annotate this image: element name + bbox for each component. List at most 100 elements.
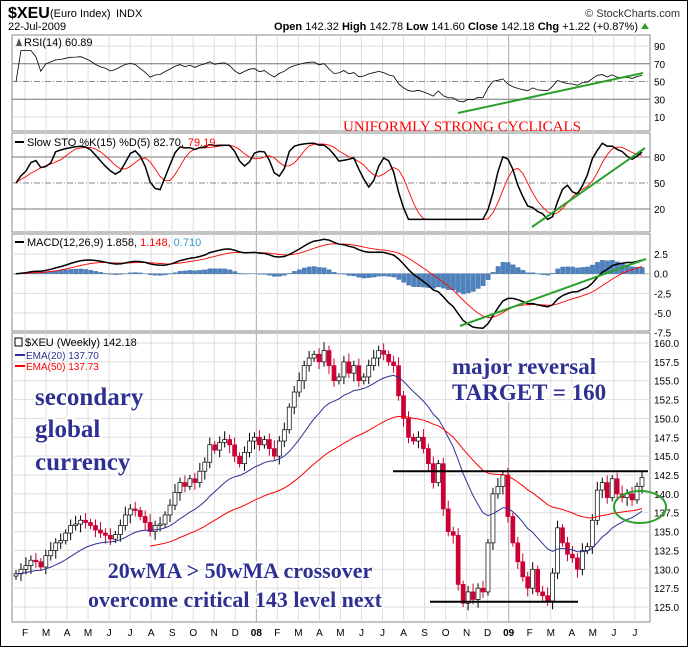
- macd-histogram-bar: [505, 262, 511, 274]
- macd-histogram-bar: [396, 273, 402, 280]
- macd-histogram-bar: [451, 273, 456, 291]
- y-tick-label: 2.5: [654, 250, 668, 261]
- price-legend: $XEU (Weekly) 142.18: [25, 337, 137, 349]
- macd-histogram-bar: [197, 270, 203, 274]
- candle: [242, 452, 247, 465]
- candle: [68, 525, 74, 534]
- candle: [142, 516, 148, 523]
- macd-histogram-bar: [565, 266, 571, 274]
- candle: [346, 361, 352, 374]
- y-tick-label: 157.5: [654, 358, 679, 369]
- candle: [381, 350, 387, 355]
- candle: [108, 534, 113, 540]
- macd-histogram-bar: [356, 273, 362, 278]
- candle: [550, 572, 555, 602]
- candle: [376, 350, 382, 359]
- y-tick-label: 152.5: [654, 396, 679, 407]
- macd-histogram-bar: [639, 267, 645, 274]
- macd-histogram-bar: [431, 273, 436, 289]
- candle: [103, 532, 108, 536]
- candle: [217, 442, 223, 451]
- x-tick-label: M: [84, 628, 92, 639]
- macd-histogram-bar: [133, 272, 138, 274]
- up-arrow-icon: [641, 23, 649, 29]
- macd-histogram-bar: [381, 273, 387, 277]
- ema50-line: [150, 415, 643, 547]
- candle: [222, 439, 228, 443]
- macd-histogram-bar: [351, 273, 357, 277]
- x-tick-label: A: [64, 628, 71, 639]
- candle: [88, 522, 93, 526]
- candle: [192, 478, 198, 483]
- macd-histogram-bar: [98, 272, 104, 274]
- macd-histogram-bar: [182, 270, 188, 274]
- candle: [490, 493, 496, 544]
- macd-histogram-bar: [187, 270, 193, 274]
- macd-histogram-bar: [634, 267, 640, 274]
- macd-histogram-bar: [202, 269, 208, 274]
- candle: [371, 357, 377, 366]
- candle: [257, 436, 262, 446]
- candle: [93, 525, 98, 531]
- candle: [634, 485, 640, 501]
- macd-histogram-bar: [306, 266, 312, 274]
- annotation-text: secondary: [35, 384, 144, 411]
- macd-histogram-bar: [302, 267, 307, 274]
- candle: [386, 353, 391, 363]
- y-tick-label: 50: [654, 179, 666, 190]
- candle: [480, 587, 486, 593]
- macd-histogram-bar: [232, 271, 238, 274]
- y-tick-label: 147.5: [654, 433, 679, 444]
- x-tick-label: J: [359, 628, 364, 639]
- x-tick-label: 08: [251, 628, 263, 639]
- candle: [416, 436, 421, 442]
- ema20-legend: EMA(20) 137.70: [26, 351, 99, 362]
- macd-histogram-bar: [495, 266, 501, 274]
- macd-histogram-bar: [510, 264, 516, 274]
- macd-histogram-bar: [500, 261, 506, 274]
- cyclicals-annotation: UNIFORMLY STRONG CYCLICALS: [343, 119, 581, 135]
- macd-histogram-bar: [575, 267, 580, 274]
- x-tick-label: M: [547, 628, 555, 639]
- rsi-legend: RSI(14) 60.89: [24, 37, 92, 49]
- y-tick-label: 155.0: [654, 377, 679, 388]
- macd-histogram-bar: [108, 273, 113, 275]
- candle: [117, 525, 123, 535]
- sto-k-line: [15, 142, 643, 221]
- x-tick-label: A: [148, 628, 155, 639]
- candle: [341, 361, 347, 378]
- copyright[interactable]: © StockCharts.com: [585, 8, 680, 20]
- candle: [545, 595, 550, 602]
- macd-histogram-bar: [470, 273, 476, 292]
- y-tick-label: 135.0: [654, 528, 679, 539]
- candle: [396, 365, 401, 397]
- macd-histogram-bar: [540, 273, 546, 275]
- y-tick-label: 150.0: [654, 414, 679, 425]
- macd-signal-label: 1.148,: [140, 237, 171, 249]
- candle: [187, 478, 193, 487]
- candle: [366, 365, 372, 378]
- candle: [212, 444, 218, 451]
- macd-histogram-bar: [376, 273, 382, 277]
- y-tick-label: 145.0: [654, 452, 679, 463]
- candle: [306, 357, 312, 366]
- low-value: 141.60: [431, 21, 465, 33]
- macd-histogram-bar: [580, 267, 585, 274]
- candle: [78, 519, 83, 525]
- macd-histogram-bar: [257, 273, 262, 275]
- macd-histogram-bar: [446, 273, 451, 290]
- x-tick-label: J: [107, 628, 112, 639]
- x-tick-label: F: [22, 628, 28, 639]
- macd-legend: MACD(12,26,9) 1.858, 1.148, 0.710: [27, 237, 201, 249]
- y-tick-label: 50: [654, 78, 666, 89]
- macd-histogram-bar: [152, 273, 158, 276]
- candle: [575, 557, 580, 570]
- candle: [639, 477, 645, 487]
- macd-histogram-bar: [585, 266, 590, 274]
- macd-histogram-bar: [545, 273, 551, 276]
- x-tick-label: F: [527, 628, 533, 639]
- x-tick-label: F: [274, 628, 280, 639]
- candle: [530, 568, 536, 589]
- macd-histogram-bar: [570, 266, 575, 274]
- candle: [207, 444, 213, 463]
